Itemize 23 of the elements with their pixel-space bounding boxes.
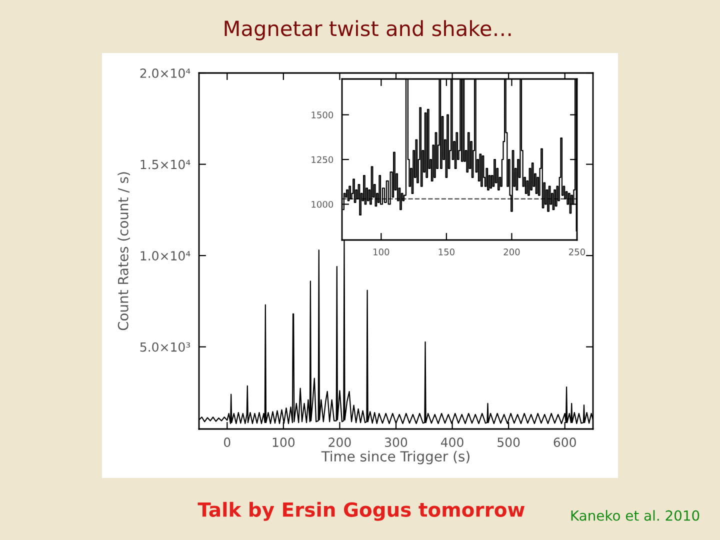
x-tick-label: 100 xyxy=(374,248,390,256)
x-axis-title: Time since Trigger (s) xyxy=(321,450,470,464)
chart-title: Magnetar twist and shake… xyxy=(224,20,511,40)
y-tick-label: 2.0×10⁴ xyxy=(140,68,190,78)
x-tick-label: 150 xyxy=(438,248,454,256)
x-tick-label: 200 xyxy=(328,438,351,448)
x-tick-label: 200 xyxy=(504,248,520,256)
x-tick-label: 500 xyxy=(498,438,520,448)
y-tick-label: 1000 xyxy=(312,200,334,208)
x-tick-label: 100 xyxy=(272,438,295,448)
text: Kaneko et al. 2010 xyxy=(571,510,700,521)
y-tick-label: 1.0×10⁴ xyxy=(140,251,190,260)
x-tick-label: 400 xyxy=(440,438,464,448)
y-axis-title: Count Rates (count / s) xyxy=(118,172,130,330)
y-tick-label: 1.5×10⁴ xyxy=(140,160,190,170)
x-tick-label: 0 xyxy=(224,438,230,448)
y-tick-label: 1500 xyxy=(312,112,334,118)
text: Talk by Ersin Gogus tomorrow xyxy=(198,502,525,521)
y-tick-label: 1250 xyxy=(312,156,334,164)
x-tick-label: 300 xyxy=(385,438,408,448)
y-tick-label: 5.0×10³ xyxy=(140,342,190,352)
x-tick-label: 600 xyxy=(554,438,576,448)
x-tick-label: 250 xyxy=(569,248,586,256)
